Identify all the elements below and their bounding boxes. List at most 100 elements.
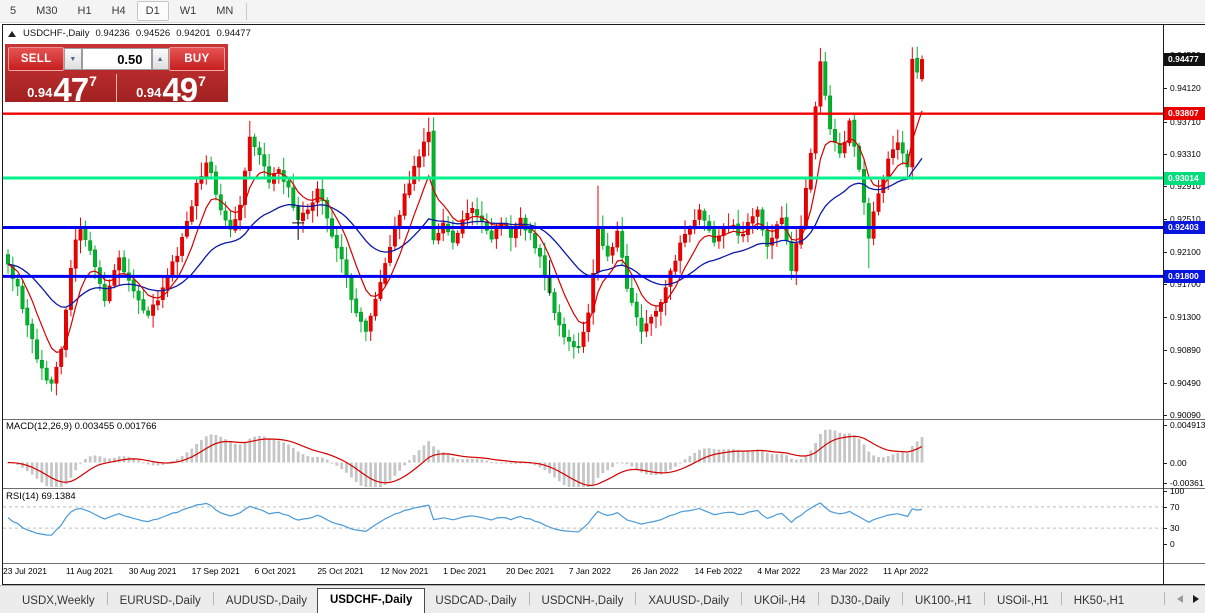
tab-separator xyxy=(635,592,637,605)
ohlc-high: 0.94526 xyxy=(135,28,171,39)
date-label: 17 Sep 2021 xyxy=(191,566,240,576)
axis-tick xyxy=(1163,506,1167,508)
symbol-tab-bar: USDX,Weekly EURUSD-,Daily AUDUSD-,Daily USD… xyxy=(0,585,1205,613)
timeframe-button-d1[interactable]: D1 xyxy=(136,1,169,21)
ohlc-close: 0.94477 xyxy=(216,28,251,39)
axis-tick xyxy=(1163,284,1167,286)
rsi-axis-label: 30 xyxy=(1170,523,1180,534)
price-axis[interactable]: 0.945300.941200.937100.933100.929100.925… xyxy=(1163,24,1205,585)
timeframe-button-w1[interactable]: W1 xyxy=(179,5,197,17)
toolbar-separator xyxy=(246,2,248,20)
date-label: 30 Aug 2021 xyxy=(128,566,177,576)
chart-tab-usdcnh[interactable]: USDCNH-,Daily xyxy=(541,595,624,607)
chart-tab-xauusd[interactable]: XAUUSD-,Daily xyxy=(648,595,729,607)
volume-input[interactable] xyxy=(81,48,152,70)
timeframe-button-h4[interactable]: H4 xyxy=(111,5,126,17)
chart-frame-left xyxy=(2,24,3,584)
chart-tab-usdx[interactable]: USDX,Weekly xyxy=(22,595,95,607)
date-label: 23 Jul 2021 xyxy=(3,566,47,576)
rsi-axis-label: 0 xyxy=(1170,539,1175,549)
date-label: 1 Dec 2021 xyxy=(443,566,487,576)
tab-separator xyxy=(1060,592,1062,605)
sell-price-sup: 7 xyxy=(89,73,97,89)
chart-symbol: USDCHF-,Daily xyxy=(23,28,90,39)
chart-tab-usdcad[interactable]: USDCAD-,Daily xyxy=(435,595,517,607)
horizontal-level-lines xyxy=(3,112,1163,278)
timeframe-button-mn[interactable]: MN xyxy=(216,5,234,17)
timeframe-button-5[interactable]: 5 xyxy=(10,5,17,17)
chart-tab-hk50[interactable]: HK50-,H1 xyxy=(1073,595,1125,607)
axis-tick xyxy=(1163,544,1167,545)
macd-axis-label: 0.004913 xyxy=(1170,419,1205,430)
axis-tick xyxy=(1163,491,1167,492)
price-badge: 0.92403 xyxy=(1164,221,1205,234)
ma-slow-line xyxy=(7,157,923,308)
macd-axis-label: 0.00 xyxy=(1170,457,1187,468)
rsi-level-lines xyxy=(3,506,1163,529)
chart-tab-uk100[interactable]: UK100-,H1 xyxy=(915,595,972,607)
chart-tab-eurusd[interactable]: EURUSD-,Daily xyxy=(119,595,201,607)
rsi-label: RSI(14) 69.1384 xyxy=(6,491,76,502)
main-macd-separator[interactable] xyxy=(3,419,1205,420)
axis-tick xyxy=(1163,414,1167,416)
chart-tab-usdchf[interactable]: USDCHF-,Daily xyxy=(316,588,426,613)
ma-fast-line xyxy=(7,110,923,353)
rsi-line xyxy=(7,502,923,536)
volume-increase-button[interactable]: ▲ xyxy=(151,48,169,70)
price-axis-label: 0.90890 xyxy=(1170,345,1201,356)
one-click-trade-panel: SELL ▼ ▲ BUY 0.94 47 7 0.94 49 7 xyxy=(5,44,228,106)
buy-price-sup: 7 xyxy=(198,73,206,89)
tab-scroll-arrows xyxy=(1162,592,1205,613)
price-axis-label: 0.92100 xyxy=(1170,247,1201,258)
axis-tick xyxy=(1163,483,1167,484)
axis-tick xyxy=(1163,424,1167,426)
price-axis-label: 0.92910 xyxy=(1170,181,1201,192)
date-label: 4 Mar 2022 xyxy=(757,566,801,576)
date-label: 20 Dec 2021 xyxy=(505,566,555,576)
macd-histogram xyxy=(6,429,924,487)
symbol-triangle-icon xyxy=(8,30,16,37)
sell-button[interactable]: SELL xyxy=(8,47,65,71)
macd-label: MACD(12,26,9) 0.003455 0.001766 xyxy=(6,421,157,432)
rsi-axis-label: 100 xyxy=(1170,486,1185,496)
price-axis-label: 0.90090 xyxy=(1170,409,1201,420)
tab-scroll-right-icon[interactable] xyxy=(1193,594,1199,603)
chart-tab-usoil[interactable]: USOil-,H1 xyxy=(996,595,1049,607)
chart-tab-ukoil[interactable]: UKOil-,H4 xyxy=(753,595,806,607)
sell-price-display[interactable]: 0.94 47 7 xyxy=(8,73,116,106)
volume-decrease-button[interactable]: ▼ xyxy=(64,48,82,70)
buy-price-display[interactable]: 0.94 49 7 xyxy=(117,73,225,106)
tab-separator xyxy=(740,592,742,605)
price-axis-label: 0.91300 xyxy=(1170,311,1201,322)
date-label: 6 Oct 2021 xyxy=(254,566,297,576)
date-label: 23 Mar 2022 xyxy=(820,566,869,576)
axis-tick xyxy=(1163,121,1167,123)
buy-price-prefix: 0.94 xyxy=(136,85,162,100)
chart-plot[interactable] xyxy=(3,24,1163,585)
tab-separator xyxy=(817,592,819,605)
ohlc-low: 0.94201 xyxy=(176,28,211,39)
price-axis-label: 0.90490 xyxy=(1170,377,1201,388)
axis-tick xyxy=(1163,528,1167,530)
tab-separator xyxy=(1164,592,1165,605)
chart-tab-dj30[interactable]: DJ30-,Daily xyxy=(830,595,891,607)
macd-signal-line xyxy=(7,435,923,487)
timeframe-button-h1[interactable]: H1 xyxy=(77,5,92,17)
axis-tick xyxy=(1163,252,1167,254)
axis-tick xyxy=(1163,382,1167,384)
macd-rsi-separator[interactable] xyxy=(3,488,1205,489)
tab-scroll-left-icon[interactable] xyxy=(1177,594,1183,603)
time-axis[interactable]: 23 Jul 2021 11 Aug 2021 30 Aug 2021 17 Sep … xyxy=(0,566,1163,580)
rsi-dates-separator xyxy=(3,563,1205,564)
axis-tick xyxy=(1163,316,1167,318)
buy-button[interactable]: BUY xyxy=(168,47,225,71)
price-axis-line xyxy=(1163,24,1164,584)
sell-price-prefix: 0.94 xyxy=(27,85,53,100)
chart-tab-audusd[interactable]: AUDUSD-,Daily xyxy=(225,595,307,607)
axis-tick xyxy=(1163,350,1167,352)
chart-frame-bottom xyxy=(2,584,1205,585)
axis-tick xyxy=(1163,186,1167,188)
timeframe-button-m30[interactable]: M30 xyxy=(36,5,58,17)
date-label: 25 Oct 2021 xyxy=(317,566,364,576)
date-label: 14 Feb 2022 xyxy=(694,566,743,576)
